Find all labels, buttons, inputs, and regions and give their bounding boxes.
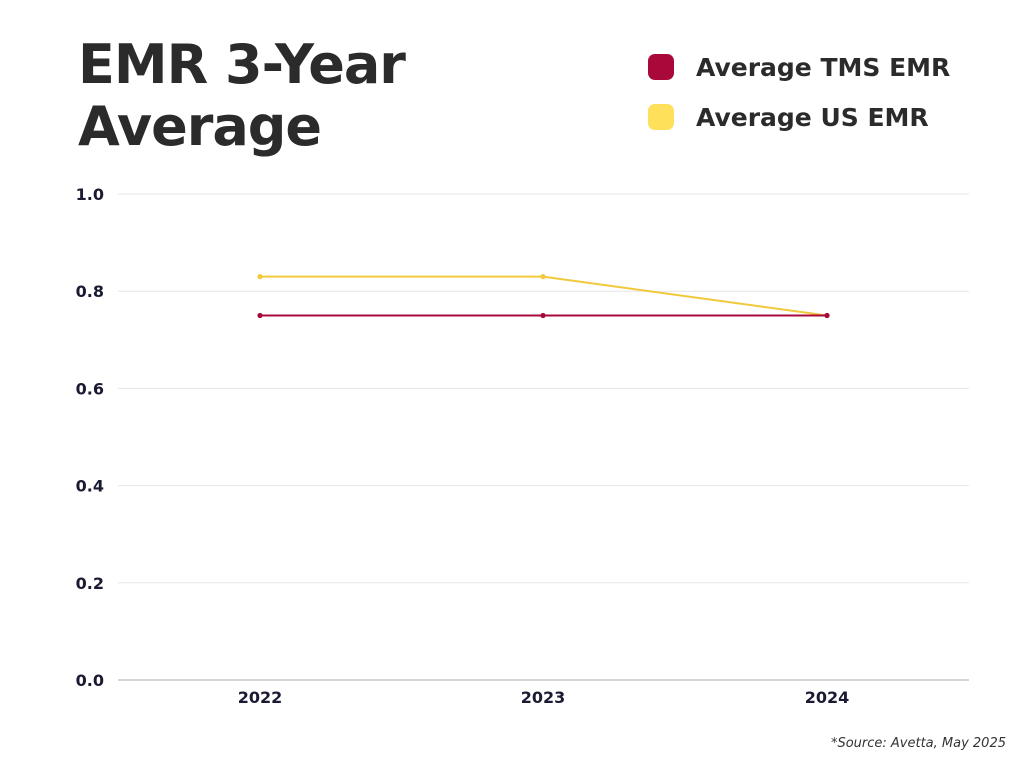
x-tick-label: 2024	[805, 688, 850, 707]
y-tick-label: 0.0	[76, 671, 104, 690]
legend-swatch-us	[648, 104, 674, 130]
x-tick-label: 2022	[238, 688, 283, 707]
y-tick-label: 0.2	[76, 574, 104, 593]
series-line-us	[260, 275, 828, 317]
y-tick-label: 0.6	[76, 379, 104, 398]
x-tick-label: 2023	[521, 688, 566, 707]
y-tick-label: 0.8	[76, 282, 104, 301]
legend-item-us: Average US EMR	[648, 92, 950, 142]
chart-title: EMR 3-Year Average	[78, 33, 406, 158]
legend-item-tms: Average TMS EMR	[648, 42, 950, 92]
legend-label-us: Average US EMR	[696, 102, 929, 132]
legend-label-tms: Average TMS EMR	[696, 52, 951, 82]
legend: Average TMS EMR Average US EMR	[648, 42, 950, 142]
data-point-tms	[824, 312, 830, 319]
legend-swatch-tms	[648, 54, 674, 80]
y-tick-label: 0.4	[76, 477, 104, 496]
data-point-tms	[257, 312, 263, 319]
data-point-tms	[540, 312, 546, 319]
source-note: *Source: Avetta, May 2025	[830, 736, 1006, 751]
data-point-us	[257, 274, 263, 280]
data-point-us	[540, 274, 546, 280]
y-tick-label: 1.0	[76, 185, 104, 204]
